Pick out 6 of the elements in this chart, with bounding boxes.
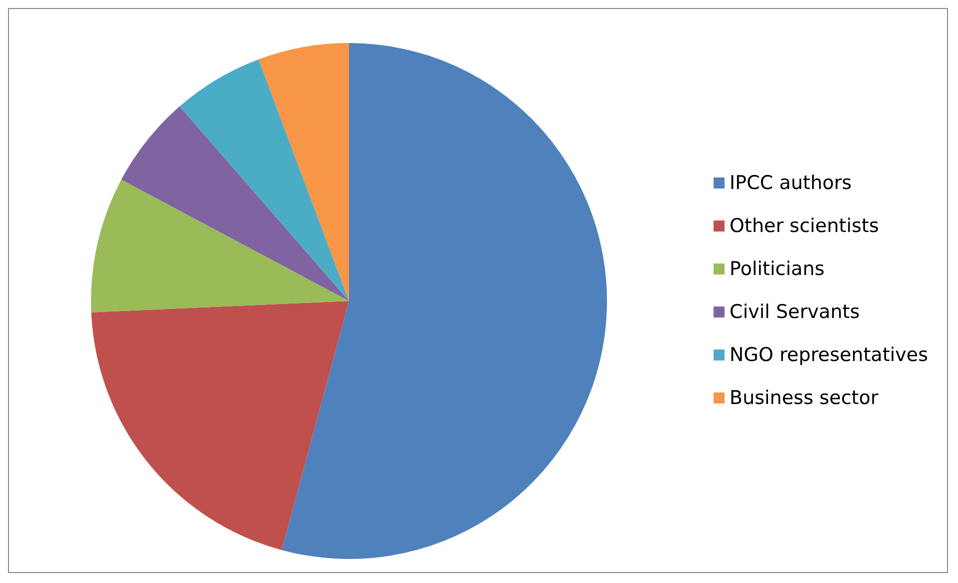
legend-label: Business sector bbox=[730, 387, 878, 409]
legend-label: NGO representatives bbox=[730, 344, 928, 366]
legend-label: Other scientists bbox=[730, 215, 879, 237]
legend-label: Politicians bbox=[730, 258, 825, 280]
legend-label: IPCC authors bbox=[730, 172, 852, 194]
legend-label: Civil Servants bbox=[730, 301, 860, 323]
